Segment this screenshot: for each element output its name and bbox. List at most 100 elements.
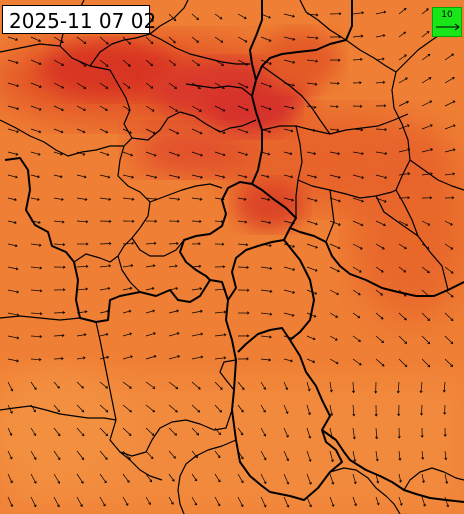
- wind-arrow-head: [359, 246, 363, 250]
- wind-arrow-head: [384, 151, 388, 156]
- wind-arrow-icon: [30, 36, 41, 42]
- wind-arrow-icon: [145, 59, 153, 66]
- wind-arrow-head: [148, 502, 151, 506]
- wind-arrow-head: [381, 57, 385, 61]
- wind-arrow-head: [384, 175, 388, 179]
- wind-arrow-head: [358, 269, 362, 273]
- wind-arrow-head: [450, 364, 454, 367]
- wind-arrow-head: [269, 312, 273, 316]
- wind-arrow-icon: [191, 105, 202, 112]
- wind-arrow-icon: [99, 356, 109, 360]
- wind-arrow-icon: [53, 36, 64, 43]
- wind-arrow-icon: [306, 174, 317, 178]
- wind-arrow-head: [153, 332, 156, 336]
- wind-arrow-head: [149, 479, 153, 483]
- wind-arrow-head: [375, 436, 379, 440]
- wind-arrow-head: [61, 63, 65, 66]
- wind-arrow-head: [420, 413, 424, 416]
- wind-arrow-head: [244, 175, 248, 179]
- wind-arrow-icon: [122, 265, 133, 268]
- wind-arrow-head: [451, 196, 455, 200]
- wind-arrow-head: [85, 264, 89, 268]
- wind-arrow-icon: [397, 381, 400, 393]
- wind-arrow-icon: [444, 266, 454, 274]
- wind-arrow-head: [153, 241, 157, 245]
- wind-arrow-head: [105, 86, 109, 89]
- wind-arrow-head: [81, 433, 85, 437]
- wind-arrow-head: [199, 287, 203, 291]
- wind-arrow-icon: [237, 427, 244, 436]
- wind-arrow-icon: [7, 473, 13, 483]
- wind-arrow-head: [313, 314, 317, 318]
- wind-arrow-icon: [283, 197, 294, 201]
- wind-arrow-icon: [398, 358, 408, 367]
- wind-arrow-icon: [145, 473, 152, 482]
- wind-arrow-head: [105, 385, 108, 389]
- wind-arrow-icon: [375, 243, 385, 250]
- wind-arrow-head: [380, 316, 384, 320]
- wind-arrow-icon: [329, 266, 340, 272]
- wind-arrow-icon: [122, 242, 134, 245]
- wind-arrow-head: [286, 504, 290, 508]
- wind-arrow-head: [291, 106, 295, 110]
- wind-arrow-icon: [53, 358, 64, 360]
- wind-arrow-head: [268, 107, 272, 111]
- wind-arrow-icon: [145, 332, 156, 337]
- wind-arrow-icon: [99, 36, 109, 45]
- wind-arrow-head: [125, 503, 129, 506]
- wind-arrow-icon: [352, 289, 361, 296]
- wind-arrow-head: [131, 197, 135, 201]
- wind-arrow-head: [403, 31, 406, 35]
- wind-arrow-head: [102, 503, 106, 507]
- wind-arrow-head: [130, 264, 134, 268]
- wind-arrow-icon: [329, 220, 341, 226]
- wind-arrow-head: [33, 457, 37, 460]
- wind-arrow-head: [381, 363, 385, 367]
- wind-arrow-icon: [375, 34, 385, 38]
- wind-arrow-icon: [191, 473, 197, 481]
- wind-arrow-head: [223, 356, 227, 360]
- wind-arrow-icon: [283, 358, 293, 362]
- wind-arrow-icon: [99, 151, 109, 156]
- wind-arrow-head: [60, 152, 63, 156]
- wind-arrow-head: [131, 219, 135, 223]
- wind-arrow-head: [198, 242, 201, 246]
- wind-arrow-icon: [421, 100, 432, 107]
- wind-arrow-head: [15, 61, 19, 65]
- wind-arrow-icon: [283, 450, 289, 461]
- wind-arrow-icon: [168, 355, 180, 360]
- wind-arrow-icon: [398, 8, 407, 15]
- wind-arrow-head: [175, 286, 179, 291]
- wind-arrow-head: [177, 197, 181, 201]
- wind-arrow-icon: [352, 450, 356, 462]
- wind-arrow-head: [37, 175, 40, 179]
- wind-arrow-head: [243, 16, 247, 20]
- wind-arrow-icon: [375, 450, 378, 461]
- wind-arrow-icon: [421, 335, 430, 345]
- wind-arrow-head: [314, 198, 318, 202]
- wind-arrow-icon: [191, 450, 198, 458]
- wind-arrow-head: [105, 130, 109, 134]
- wind-arrow-icon: [191, 59, 200, 66]
- wind-arrow-head: [217, 455, 221, 459]
- wind-arrow-head: [82, 152, 86, 156]
- wind-arrow-icon: [329, 381, 332, 392]
- wind-arrow-head: [286, 481, 290, 485]
- wind-arrow-head: [57, 481, 61, 484]
- wind-arrow-head: [131, 241, 135, 245]
- wind-arrow-icon: [306, 381, 310, 391]
- wind-arrow-head: [452, 76, 455, 80]
- wind-arrow-icon: [329, 105, 339, 108]
- wind-arrow-head: [292, 37, 296, 41]
- wind-arrow-icon: [260, 36, 272, 42]
- wind-arrow-icon: [306, 82, 317, 85]
- wind-arrow-icon: [30, 105, 42, 111]
- wind-arrow-head: [376, 502, 380, 506]
- wind-arrow-icon: [122, 287, 132, 291]
- wind-arrow-head: [421, 457, 425, 460]
- wind-arrow-icon: [398, 312, 407, 321]
- wind-arrow-head: [174, 86, 177, 89]
- wind-arrow-head: [285, 411, 289, 414]
- wind-arrow-head: [427, 54, 431, 57]
